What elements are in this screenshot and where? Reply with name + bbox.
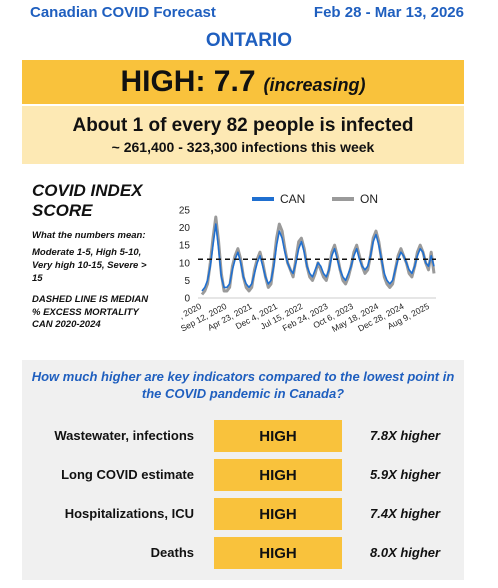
indicator-row-wastewater: Wastewater, infections HIGH 7.8X higher bbox=[22, 420, 464, 452]
indicator-label: Hospitalizations, ICU bbox=[64, 506, 194, 521]
index-score-title-line1: COVID INDEX bbox=[32, 181, 143, 200]
key-indicators-panel: How much higher are key indicators compa… bbox=[22, 360, 464, 580]
y-tick-label: 20 bbox=[179, 223, 191, 234]
level-trend: (increasing) bbox=[263, 74, 366, 95]
index-score-title-line2: SCORE bbox=[32, 201, 93, 220]
indicator-row-deaths: Deaths HIGH 8.0X higher bbox=[22, 537, 464, 569]
y-tick-label: 15 bbox=[179, 241, 191, 252]
index-score-title: COVID INDEX SCORE bbox=[32, 181, 143, 221]
indicator-row-hospitalizations: Hospitalizations, ICU HIGH 7.4X higher bbox=[22, 498, 464, 530]
legend-label-on: ON bbox=[360, 192, 378, 206]
score-meaning-text: Moderate 1-5, High 5-10, Very high 10-15… bbox=[32, 247, 147, 284]
y-tick-label: 0 bbox=[184, 294, 190, 305]
score-meaning-heading: What the numbers mean: bbox=[32, 230, 146, 241]
series-line-can bbox=[201, 223, 435, 292]
indicator-multiple: 7.4X higher bbox=[370, 506, 441, 521]
indicator-level-badge: HIGH bbox=[214, 459, 342, 491]
level-value: HIGH: 7.7 bbox=[120, 65, 256, 98]
date-range: Feb 28 - Mar 13, 2026 bbox=[313, 4, 464, 21]
indicator-level-badge: HIGH bbox=[214, 420, 342, 452]
province-name: ONTARIO bbox=[205, 30, 293, 51]
level-banner: HIGH: 7.7 (increasing) bbox=[22, 60, 464, 104]
indicator-label: Wastewater, infections bbox=[54, 428, 194, 443]
forecast-title: Canadian COVID Forecast bbox=[30, 4, 216, 21]
infection-range: ~ 261,400 - 323,300 infections this week bbox=[111, 139, 375, 155]
y-tick-label: 5 bbox=[184, 276, 190, 287]
indicator-multiple: 5.9X higher bbox=[370, 467, 441, 482]
indicator-level-badge: HIGH bbox=[214, 498, 342, 530]
y-tick-label: 10 bbox=[179, 258, 191, 269]
legend-label-can: CAN bbox=[280, 192, 305, 206]
y-tick-label: 25 bbox=[179, 206, 191, 217]
indicator-level-badge: HIGH bbox=[214, 537, 342, 569]
indicator-multiple: 8.0X higher bbox=[370, 545, 441, 560]
indicators-question: How much higher are key indicators compa… bbox=[31, 369, 455, 401]
indicator-label: Long COVID estimate bbox=[61, 467, 194, 482]
indicator-multiple: 7.8X higher bbox=[370, 428, 441, 443]
infection-ratio: About 1 of every 82 people is infected bbox=[72, 115, 414, 136]
indicator-label: Deaths bbox=[150, 545, 194, 560]
infection-summary: About 1 of every 82 people is infected ~… bbox=[22, 106, 464, 164]
indicator-row-long-covid: Long COVID estimate HIGH 5.9X higher bbox=[22, 459, 464, 491]
dashed-line-note: DASHED LINE IS MEDIAN % EXCESS MORTALITY… bbox=[32, 294, 149, 330]
